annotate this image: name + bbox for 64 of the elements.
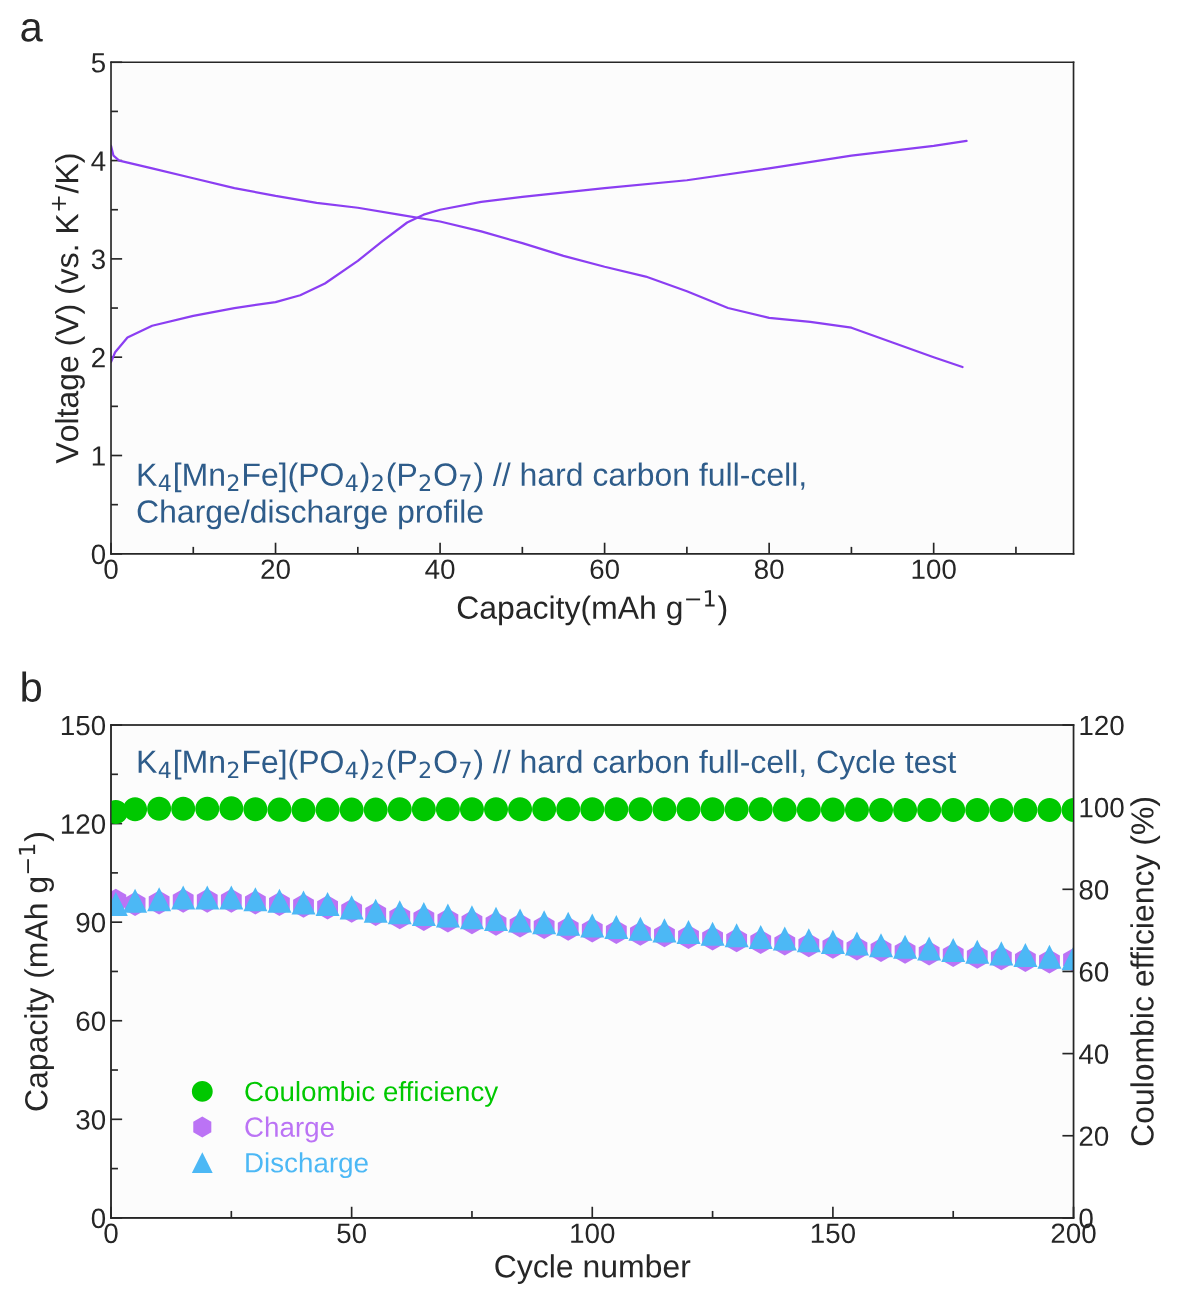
legend-label: Discharge xyxy=(246,1152,368,1179)
x-tick-label: 100 xyxy=(912,559,956,580)
point xyxy=(772,926,797,951)
y2-tick-label: 20 xyxy=(1079,1126,1109,1147)
legend-label: Charge xyxy=(245,1116,334,1143)
point xyxy=(556,911,581,936)
point xyxy=(917,936,942,961)
point xyxy=(604,915,629,940)
point xyxy=(796,928,821,953)
point xyxy=(844,931,869,956)
point xyxy=(893,934,918,959)
y2-tick-label: 60 xyxy=(1079,962,1109,982)
point xyxy=(965,939,990,964)
point xyxy=(869,933,894,958)
y-tick-label: 3 xyxy=(91,249,105,270)
x-tick-label: 20 xyxy=(261,559,290,580)
y-axis-title: Voltage (V) (vs. K$^{+}$/K) xyxy=(51,154,85,464)
point xyxy=(700,921,725,946)
x-tick-label: 40 xyxy=(425,559,455,580)
point xyxy=(411,901,436,926)
x-axis-title: Capacity(mAh g$^{−1}$) xyxy=(457,590,727,626)
point xyxy=(532,910,557,935)
y-tick-label: 0 xyxy=(91,1208,106,1229)
point xyxy=(941,938,966,963)
point xyxy=(652,918,677,943)
point xyxy=(748,924,773,949)
y-axis-title: Capacity (mAh g$^{−1}$) xyxy=(18,833,54,1111)
point xyxy=(628,916,653,941)
y-tick-label: 150 xyxy=(61,715,106,736)
chart-title: a xyxy=(21,18,43,42)
y2-tick-label: 100 xyxy=(1080,797,1124,818)
point xyxy=(459,905,484,930)
y-tick-label: 0 xyxy=(91,544,106,565)
y2-tick-label: 120 xyxy=(1080,715,1124,736)
point xyxy=(387,900,412,925)
legend-label: Coulombic efficiency xyxy=(245,1080,499,1107)
y-tick-label: 120 xyxy=(61,814,106,834)
point xyxy=(580,913,605,938)
y-tick-label: 1 xyxy=(92,446,105,466)
point xyxy=(820,929,845,954)
y2-tick-label: 80 xyxy=(1079,879,1109,900)
point xyxy=(435,903,460,928)
point xyxy=(508,908,533,933)
y-tick-label: 30 xyxy=(76,1109,106,1130)
point xyxy=(483,906,509,931)
x-tick-label: 150 xyxy=(811,1223,855,1244)
chart-title: b xyxy=(22,671,41,702)
y2-tick-label: 40 xyxy=(1079,1044,1109,1064)
text: K$_{4}$[Mn$_{2}$Fe](PO$_{4}$)$_{2}$(P$_{2}$O$_{7}$) // hard carbon full-cell, Charge/discharge profile xyxy=(137,462,805,530)
x-tick-label: 80 xyxy=(754,559,784,580)
point xyxy=(989,941,1014,966)
y-tick-label: 2 xyxy=(92,347,105,368)
y-tick-label: 90 xyxy=(76,912,106,933)
y-tick-label: 5 xyxy=(91,53,105,73)
y2-axis-title: Coulombic efficiency (%) xyxy=(1130,797,1161,1146)
y-tick-label: 4 xyxy=(91,151,106,171)
y-tick-label: 60 xyxy=(76,1011,106,1032)
x-tick-label: 60 xyxy=(590,559,619,580)
x-axis-title: Cycle number xyxy=(495,1254,691,1284)
x-tick-label: 100 xyxy=(571,1223,615,1244)
text: K$_{4}$[Mn$_{2}$Fe](PO$_{4}$)$_{2}$(P$_{2}$O$_{7}$) // hard carbon full-cell, Cycle test xyxy=(138,749,957,780)
point xyxy=(1037,944,1062,969)
point xyxy=(724,923,749,948)
x-tick-label: 50 xyxy=(337,1223,367,1244)
